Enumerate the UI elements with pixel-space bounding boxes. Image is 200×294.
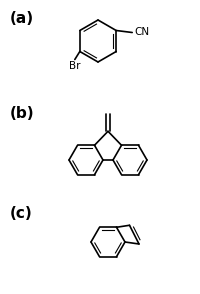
Text: Br: Br (69, 61, 81, 71)
Text: (c): (c) (10, 206, 33, 221)
Text: CN: CN (134, 26, 149, 36)
Text: (a): (a) (10, 11, 34, 26)
Text: (b): (b) (10, 106, 35, 121)
